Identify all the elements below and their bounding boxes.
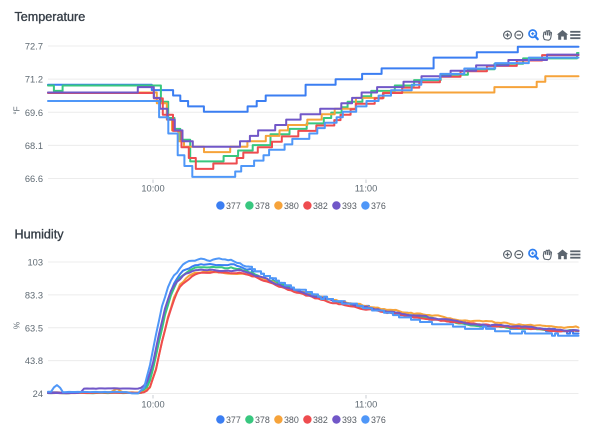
svg-text:376: 376	[371, 201, 386, 211]
svg-text:63.5: 63.5	[25, 323, 43, 333]
svg-text:69.6: 69.6	[25, 108, 43, 118]
svg-text:43.8: 43.8	[25, 356, 43, 366]
svg-text:24: 24	[33, 389, 43, 399]
svg-text:10:00: 10:00	[141, 400, 164, 410]
svg-text:380: 380	[284, 201, 299, 211]
svg-text:382: 382	[313, 201, 328, 211]
svg-text:380: 380	[284, 415, 299, 425]
svg-text:68.1: 68.1	[25, 141, 43, 151]
svg-text:393: 393	[342, 201, 357, 211]
svg-text:377: 377	[226, 415, 241, 425]
svg-text:10:00: 10:00	[141, 184, 164, 194]
svg-text:Humidity: Humidity	[15, 228, 65, 242]
svg-text:11:00: 11:00	[355, 400, 378, 410]
svg-text:66.6: 66.6	[25, 174, 43, 184]
svg-text:°F: °F	[13, 106, 22, 114]
svg-text:71.2: 71.2	[25, 75, 43, 85]
svg-text:382: 382	[313, 415, 328, 425]
svg-text:83.3: 83.3	[25, 291, 43, 301]
svg-text:393: 393	[342, 415, 357, 425]
svg-text:378: 378	[255, 415, 270, 425]
svg-text:377: 377	[226, 201, 241, 211]
svg-text:376: 376	[371, 415, 386, 425]
svg-text:Temperature: Temperature	[15, 10, 86, 24]
svg-text:11:00: 11:00	[355, 184, 378, 194]
svg-text:72.7: 72.7	[25, 42, 43, 52]
svg-text:103: 103	[27, 258, 43, 268]
svg-text:378: 378	[255, 201, 270, 211]
svg-text:%: %	[13, 322, 22, 329]
